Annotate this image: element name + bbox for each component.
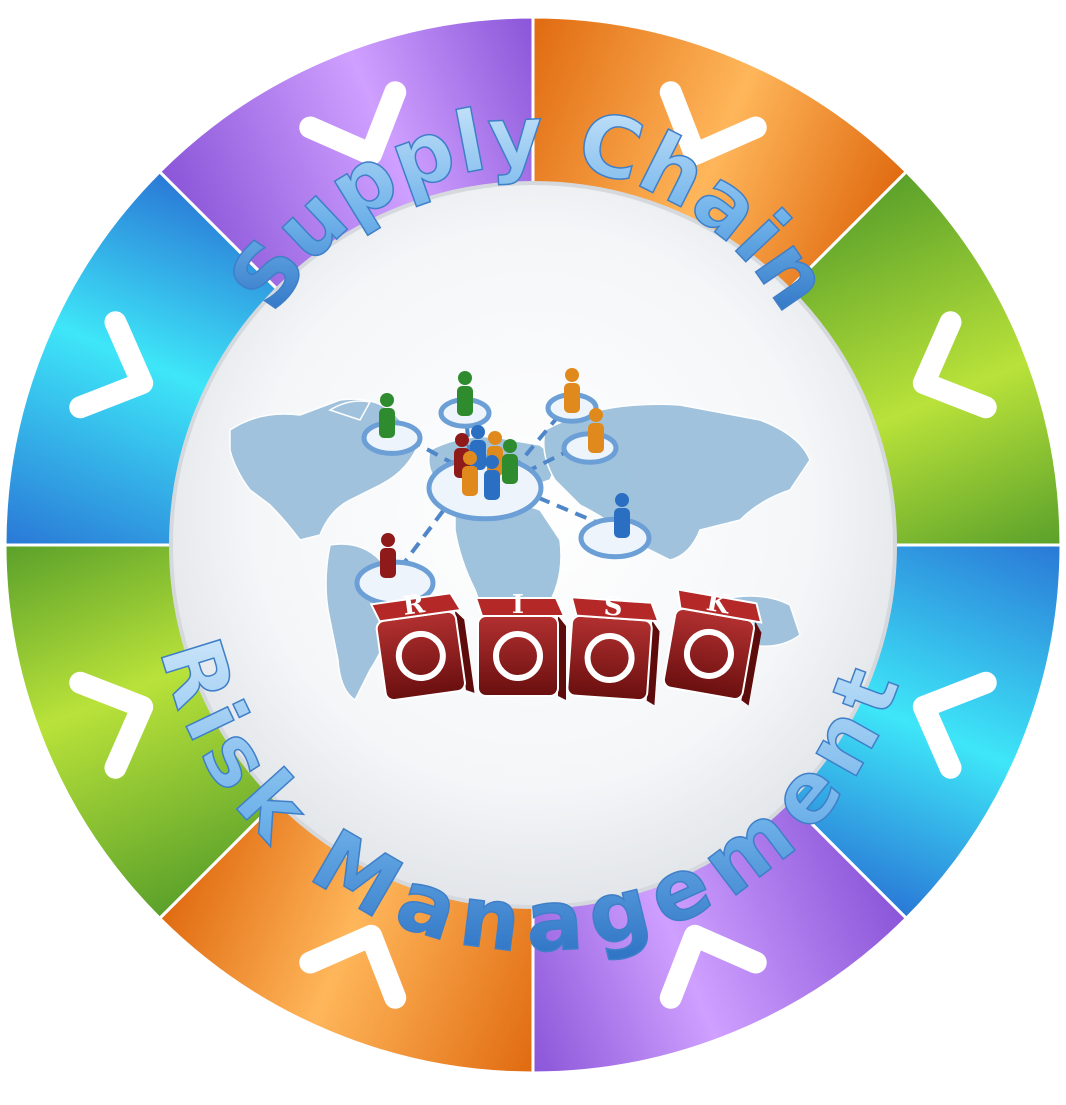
person-icon — [484, 455, 500, 500]
chevron-arrow-icon — [659, 924, 767, 1009]
die-letter: R — [401, 589, 427, 622]
die-letter: S — [603, 591, 624, 622]
chevron-arrow-icon — [659, 81, 767, 166]
person-icon — [379, 393, 395, 438]
person-icon — [462, 451, 478, 496]
die-letter: I — [512, 590, 524, 620]
chevron-arrow-icon — [69, 311, 154, 419]
person-icon — [614, 493, 630, 538]
soldier-icon — [395, 630, 446, 681]
person-icon — [457, 371, 473, 416]
chevron-arrow-icon — [69, 671, 154, 779]
person-icon — [487, 431, 503, 476]
chevron-arrow-icon — [912, 671, 997, 779]
person-icon — [380, 533, 396, 578]
person-icon — [502, 439, 518, 484]
biohazard-icon — [584, 632, 635, 683]
risk-die: K — [662, 587, 763, 706]
risk-die: S — [566, 591, 660, 706]
chevron-arrow-icon — [299, 924, 407, 1009]
ring-arrows — [69, 81, 997, 1009]
risk-die: I — [474, 590, 566, 700]
chevron-arrow-icon — [912, 311, 997, 419]
chevron-arrow-icon — [299, 81, 407, 166]
network-people — [354, 368, 652, 607]
airplane-icon — [493, 631, 543, 681]
computer-mouse-icon — [683, 628, 734, 679]
person-icon — [564, 368, 580, 413]
risk-die: R — [369, 589, 475, 702]
person-icon — [588, 408, 604, 453]
